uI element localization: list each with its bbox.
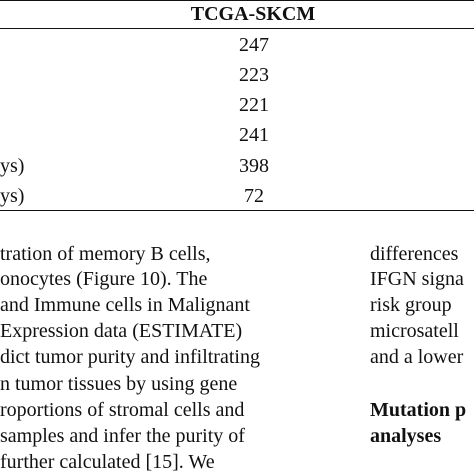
section-heading: analyses	[370, 425, 442, 447]
body-text-line: n tumor tissues by using gene	[0, 373, 238, 395]
body-text-line: and a lower	[370, 346, 464, 368]
table-top-rule	[0, 0, 474, 1]
table-cell-value: 223	[239, 64, 269, 86]
table-header-rule	[0, 28, 474, 29]
table-cell-value: 241	[239, 124, 269, 146]
section-heading: Mutation p	[370, 399, 467, 421]
table-cell-value: 247	[239, 34, 269, 56]
table-cell-value: 221	[239, 94, 269, 116]
body-text-line: and Immune cells in Malignant	[0, 294, 250, 316]
table-row-label: ys)	[0, 185, 25, 207]
body-text-line: microsatell	[370, 320, 459, 342]
body-text-line: IFGN signa	[370, 268, 464, 290]
table-row-label: ys)	[0, 155, 25, 177]
body-text-line: Expression data (ESTIMATE)	[0, 320, 243, 342]
body-text-line: risk group	[370, 294, 452, 316]
body-text-line: further calculated [15]. We	[0, 451, 215, 473]
body-text-line: differences	[370, 243, 459, 265]
table-bottom-rule	[0, 210, 474, 211]
body-text-line: roportions of stromal cells and	[0, 399, 245, 421]
table-column-header: TCGA-SKCM	[190, 3, 316, 25]
table-cell-value: 72	[244, 185, 264, 207]
body-text-line: tration of memory B cells,	[0, 243, 211, 265]
body-text-line: samples and infer the purity of	[0, 425, 245, 447]
body-text-line: onocytes (Figure 10). The	[0, 268, 208, 290]
body-text-line: dict tumor purity and infiltrating	[0, 346, 260, 368]
table-cell-value: 398	[239, 155, 269, 177]
